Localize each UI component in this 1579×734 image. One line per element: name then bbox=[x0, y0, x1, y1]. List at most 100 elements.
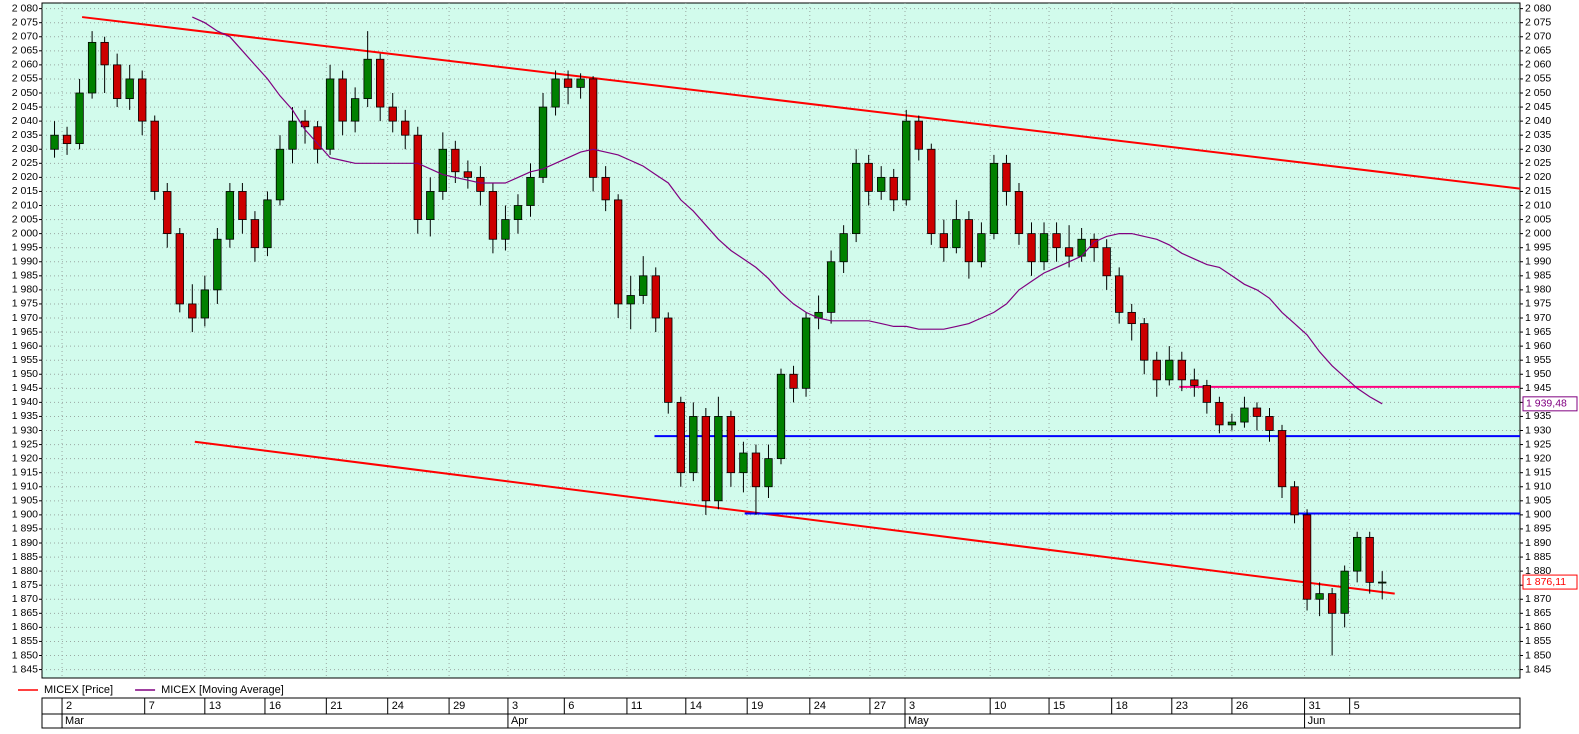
candle-body bbox=[601, 176, 610, 201]
y-tick-label: 1 925 bbox=[12, 438, 38, 450]
candle-body bbox=[989, 162, 999, 235]
month-label: Jun bbox=[1308, 715, 1326, 727]
y-tick-label: 1 985 bbox=[12, 270, 38, 282]
candle-body bbox=[1327, 593, 1337, 614]
candle-body bbox=[826, 261, 836, 313]
y-tick-label: 2 065 bbox=[12, 45, 38, 57]
candle-body bbox=[1165, 359, 1174, 381]
y-tick-label: 2 055 bbox=[1525, 73, 1551, 85]
x-tick-label: 14 bbox=[690, 700, 702, 712]
y-tick-label: 1 945 bbox=[12, 382, 38, 394]
candle-body bbox=[250, 219, 260, 249]
y-tick-label: 1 855 bbox=[1525, 635, 1551, 647]
y-tick-label: 1 920 bbox=[12, 452, 38, 464]
y-tick-label: 2 060 bbox=[12, 59, 38, 71]
marks bbox=[50, 16, 1520, 656]
month-label: May bbox=[908, 715, 929, 727]
candle-body bbox=[225, 191, 235, 240]
candle-body bbox=[1240, 407, 1249, 423]
y-tick-label: 1 895 bbox=[1525, 523, 1551, 535]
y-tick-label: 1 860 bbox=[1525, 621, 1551, 633]
y-tick-label: 2 010 bbox=[12, 199, 38, 211]
candle-body bbox=[1252, 407, 1262, 417]
price-label-box bbox=[1522, 396, 1578, 412]
candle-body bbox=[1378, 581, 1387, 584]
y-tick-label: 1 905 bbox=[12, 495, 38, 507]
candle-body bbox=[1064, 247, 1074, 257]
candle-body bbox=[1202, 385, 1212, 403]
candle-body bbox=[776, 373, 786, 460]
x-tick-label: 7 bbox=[149, 700, 155, 712]
candle-body bbox=[952, 219, 961, 249]
y-tick-label: 1 880 bbox=[12, 565, 38, 577]
y-tick-label: 1 990 bbox=[12, 256, 38, 268]
candle-body bbox=[150, 120, 159, 192]
candle-body bbox=[1315, 593, 1324, 600]
y-tick-label: 1 970 bbox=[1525, 312, 1551, 324]
candle-body bbox=[1102, 247, 1111, 277]
x-tick-label: 5 bbox=[1354, 700, 1360, 712]
candle-body bbox=[1365, 536, 1374, 583]
candle-body bbox=[451, 148, 460, 173]
y-tick-label: 1 945 bbox=[1525, 382, 1551, 394]
y-tick-label: 1 870 bbox=[1525, 593, 1551, 605]
candle-body bbox=[350, 98, 360, 122]
y-tick-label: 2 035 bbox=[12, 129, 38, 141]
y-tick-label: 2 000 bbox=[12, 227, 38, 239]
candle-body bbox=[426, 191, 435, 220]
candle-body bbox=[588, 78, 598, 178]
y-tick-label: 2 075 bbox=[12, 16, 38, 28]
y-tick-label: 1 925 bbox=[1525, 438, 1551, 450]
y-tick-label: 2 015 bbox=[1525, 185, 1551, 197]
y-tick-label: 1 855 bbox=[12, 635, 38, 647]
candle-body bbox=[376, 58, 385, 108]
y-tick-label: 2 045 bbox=[1525, 101, 1551, 113]
y-tick-label: 1 885 bbox=[12, 551, 38, 563]
candle-body bbox=[614, 199, 623, 305]
candle-body bbox=[501, 219, 510, 240]
candle-body bbox=[1302, 514, 1312, 600]
x-tick-label: 23 bbox=[1176, 700, 1188, 712]
y-tick-label: 1 975 bbox=[12, 298, 38, 310]
x-tick-label: 2 bbox=[66, 700, 72, 712]
x-tick-label: 24 bbox=[814, 700, 826, 712]
candle-body bbox=[488, 191, 498, 240]
y-tick-label: 1 860 bbox=[12, 621, 38, 633]
candle-body bbox=[889, 176, 898, 201]
candle-body bbox=[388, 106, 397, 122]
candle-body bbox=[563, 78, 573, 88]
candle-body bbox=[664, 317, 673, 403]
y-tick-label: 2 010 bbox=[1525, 199, 1551, 211]
candle-body bbox=[739, 452, 748, 474]
candle-body bbox=[338, 78, 347, 122]
candle-body bbox=[551, 78, 560, 108]
y-tick-label: 2 025 bbox=[12, 157, 38, 169]
y-tick-label: 1 935 bbox=[12, 410, 38, 422]
candle-body bbox=[288, 120, 297, 150]
candle-body bbox=[1177, 359, 1186, 381]
candle-body bbox=[200, 289, 209, 319]
candle-body bbox=[626, 295, 635, 305]
y-tick-label: 1 915 bbox=[1525, 466, 1551, 478]
candle-body bbox=[75, 92, 84, 145]
y-tick-label: 2 040 bbox=[1525, 115, 1551, 127]
y-tick-label: 1 845 bbox=[12, 663, 38, 675]
candle-body bbox=[1152, 359, 1161, 381]
candle-body bbox=[87, 41, 97, 94]
y-tick-label: 1 960 bbox=[1525, 340, 1551, 352]
candle-body bbox=[751, 452, 761, 488]
y-tick-label: 1 880 bbox=[1525, 565, 1551, 577]
candle-body bbox=[112, 64, 122, 100]
candle-body bbox=[576, 78, 585, 88]
candle-body bbox=[651, 275, 660, 319]
candle-body bbox=[238, 191, 247, 220]
candle-body bbox=[1215, 401, 1224, 426]
y-tick-label: 2 005 bbox=[1525, 213, 1551, 225]
x-axis-band bbox=[41, 697, 1521, 729]
y-tick-label: 1 930 bbox=[1525, 424, 1551, 436]
y-tick-label: 1 865 bbox=[1525, 607, 1551, 619]
candle-body bbox=[927, 148, 936, 235]
axes: 1 845 1 845 1 850 1 850 1 855 1 855 1 860 1 860… bbox=[12, 2, 1578, 728]
y-tick-label: 1 865 bbox=[12, 607, 38, 619]
